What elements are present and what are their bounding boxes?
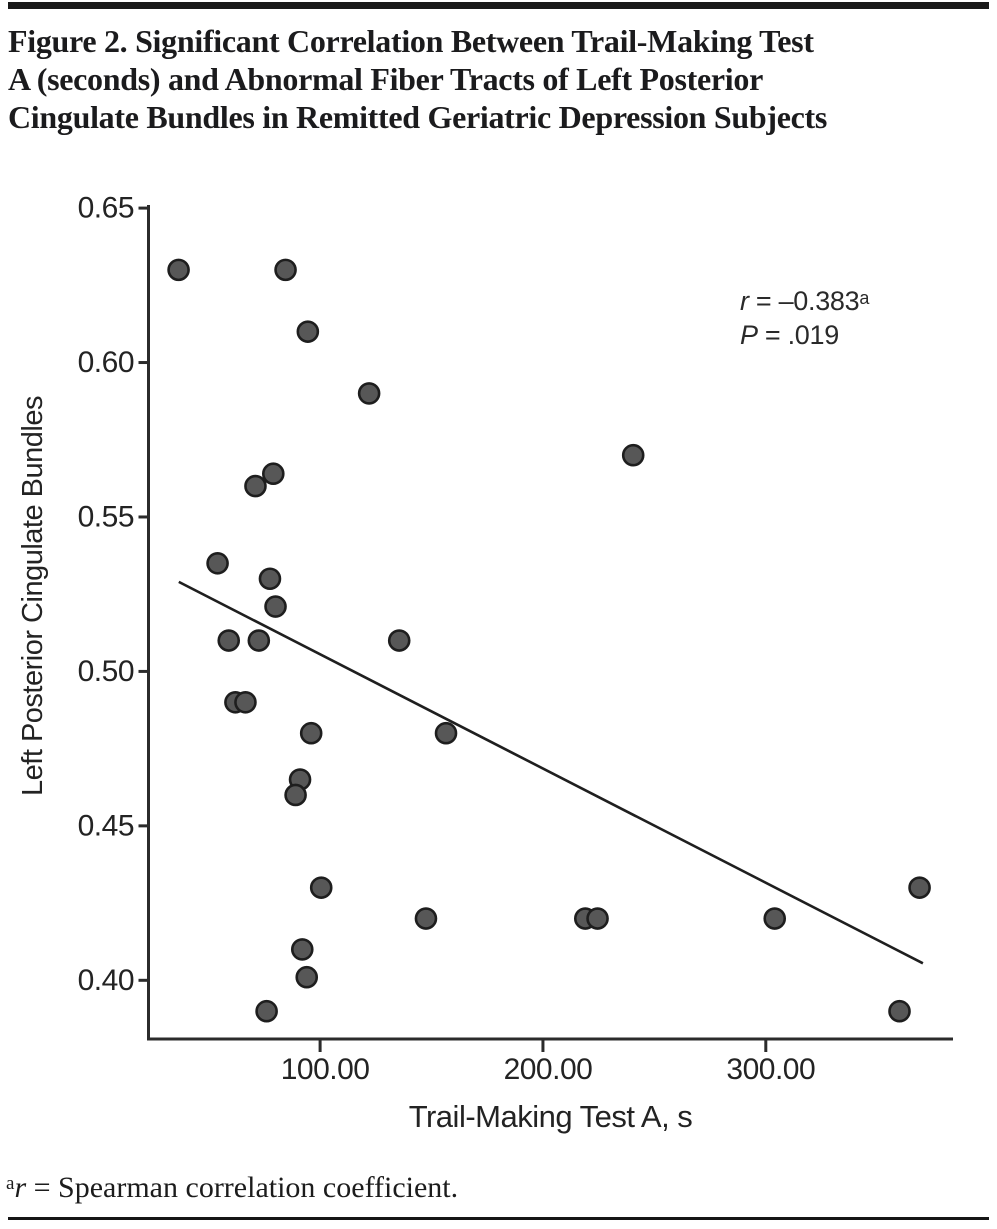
footnote-r-symbol: r	[14, 1171, 27, 1204]
r-value: = –0.383	[748, 286, 860, 316]
r-value-line: r = –0.383a	[740, 281, 869, 318]
data-point	[295, 965, 319, 989]
data-point	[763, 907, 787, 930]
y-tick-label: 0.50	[78, 655, 134, 688]
data-point	[434, 721, 458, 745]
x-tick-label: 100.00	[281, 1053, 370, 1086]
data-point	[258, 567, 282, 591]
y-tick-label: 0.60	[78, 346, 134, 379]
correlation-annotation: r = –0.383a P = .019	[740, 281, 869, 352]
y-tick-label: 0.55	[78, 500, 134, 533]
data-point	[255, 999, 278, 1023]
data-point	[217, 629, 241, 652]
top-rule	[8, 2, 989, 9]
figure-title: Figure 2. Significant Correlation Betwee…	[8, 22, 990, 136]
x-tick-label: 200.00	[504, 1053, 593, 1086]
data-point	[206, 552, 229, 575]
data-point	[234, 691, 257, 714]
data-point	[888, 999, 911, 1023]
data-point	[387, 629, 411, 652]
figure-title-line-1: Figure 2. Significant Correlation Betwee…	[8, 23, 814, 59]
data-point	[261, 462, 285, 486]
figure-title-line-2: A (seconds) and Abnormal Fiber Tracts of…	[8, 61, 763, 97]
figure-footnote: ar = Spearman correlation coefficient.	[6, 1171, 458, 1205]
data-point	[296, 320, 320, 343]
y-tick-label: 0.45	[78, 809, 134, 842]
data-point	[309, 876, 333, 899]
bottom-rule	[8, 1217, 989, 1220]
data-point	[357, 382, 381, 405]
p-symbol: P	[740, 320, 758, 350]
footnote-text: = Spearman correlation coefficient.	[26, 1171, 459, 1204]
data-point	[290, 938, 314, 961]
trend-line	[178, 580, 924, 965]
data-point	[247, 629, 271, 652]
data-point	[284, 783, 307, 807]
data-point	[264, 595, 287, 618]
figure-title-line-3: Cingulate Bundles in Remitted Geriatric …	[8, 99, 828, 135]
data-point	[586, 907, 609, 930]
p-value-line: P = .019	[740, 318, 869, 352]
r-symbol: r	[740, 286, 749, 316]
y-axis-label: Left Posterior Cingulate Bundles	[17, 396, 49, 796]
data-point	[167, 258, 190, 282]
y-tick-label: 0.65	[78, 192, 134, 225]
x-axis-label: Trail-Making Test A, s	[408, 1099, 693, 1134]
data-point	[414, 907, 438, 930]
data-point	[299, 721, 323, 745]
data-point	[274, 258, 297, 282]
footnote-marker: a	[6, 1173, 15, 1194]
footnote-marker-sup: a	[859, 288, 870, 308]
data-point	[908, 876, 931, 899]
y-tick-label: 0.40	[78, 964, 134, 997]
x-tick-label: 300.00	[726, 1053, 815, 1086]
p-value: = .019	[757, 320, 839, 350]
data-point	[621, 443, 645, 467]
data-point	[244, 474, 267, 498]
